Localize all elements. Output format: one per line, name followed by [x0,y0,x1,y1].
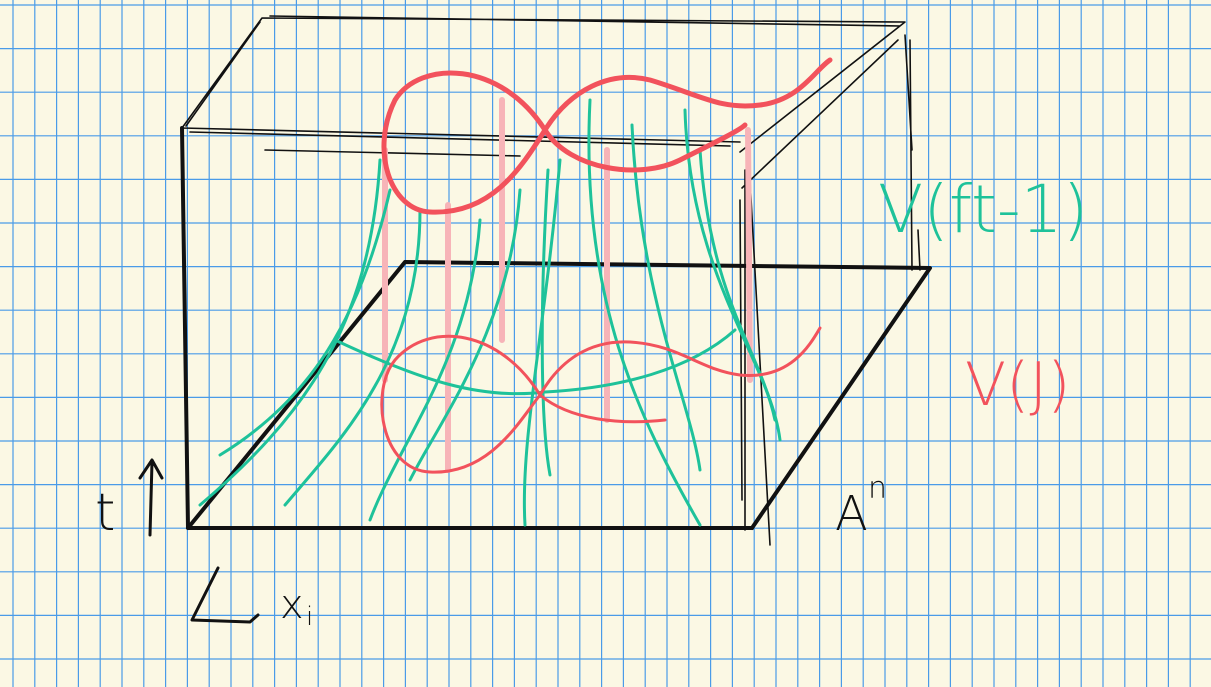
fiber [218,188,392,457]
label-x: x [280,582,304,628]
fiber [198,158,382,507]
green-curves [198,98,782,527]
floor [186,260,932,530]
fiber [698,148,777,422]
box [180,15,932,546]
fiber [368,218,482,522]
fiber [587,98,702,527]
fiber [540,168,552,477]
red-curves [380,57,833,474]
label-x-sub: i [306,602,313,632]
label-v-ft: V(ft-1) [878,171,1088,248]
curve-bottom [380,326,822,474]
fiber [283,208,422,507]
label-v-j: V(J) [965,350,1071,420]
label-a: A [835,486,868,542]
label-a-sup: n [868,471,887,506]
box-sketch [181,15,921,546]
x-arrow [190,566,260,624]
t-arrow [138,458,164,537]
label-t: t [95,483,115,543]
fiber-cross [333,328,737,396]
labels: V(ft-1) V(J) t A n x i [95,171,1088,632]
fiber [408,188,522,482]
fiber [522,158,562,527]
curve-top [381,57,833,215]
fiber [630,123,702,472]
